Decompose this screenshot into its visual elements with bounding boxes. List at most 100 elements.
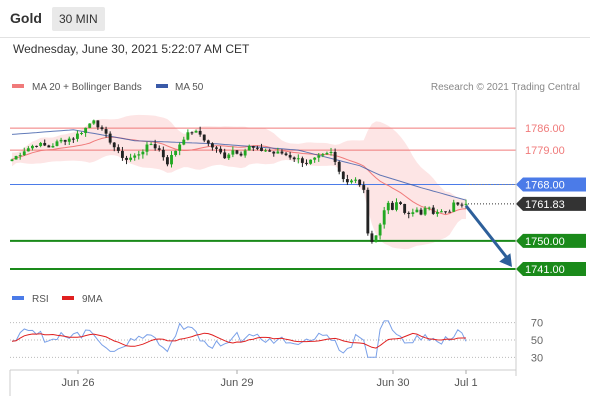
rsi-legend-swatch (12, 296, 24, 300)
pivot-label-box (516, 177, 586, 192)
candle-body (108, 133, 112, 143)
candle-body (284, 153, 288, 156)
candle-body (174, 150, 178, 155)
candle-body (84, 127, 88, 134)
candle-body (63, 139, 67, 142)
x-axis-label: Jul 1 (454, 377, 477, 389)
candle-body (296, 158, 300, 160)
candle-body (239, 153, 243, 156)
rsi-line (11, 320, 467, 358)
candle-body (161, 149, 165, 158)
candle-body (55, 141, 59, 146)
level-labels: 1786.00 1779.00 1768.00 1761.83 1750.00 1741.… (516, 123, 586, 277)
candle-body (292, 157, 296, 160)
candle-body (178, 144, 182, 151)
candle-body (399, 202, 402, 204)
resistance-label: 1786.00 (525, 123, 565, 135)
candle-body (427, 207, 431, 209)
candle-body (341, 171, 345, 180)
ma20-line (11, 136, 467, 216)
candle-body (190, 132, 194, 134)
rsi-ma-legend-swatch (62, 296, 74, 300)
candle-body (10, 159, 14, 162)
timeframe-button[interactable]: 30 MIN (52, 7, 105, 31)
candle-body (317, 155, 321, 158)
title-bar: Gold 30 MIN (0, 0, 590, 38)
candle-body (333, 151, 337, 162)
bollinger-band-area (12, 114, 466, 250)
rsi-level-label: 30 (531, 352, 543, 364)
forecast-arrow-line (464, 204, 510, 260)
candle-body (440, 211, 443, 213)
candle-body (145, 144, 149, 152)
candle-body (141, 151, 145, 155)
candle-body (464, 203, 468, 205)
current-label-box (516, 196, 586, 211)
candle-body (206, 140, 210, 144)
candle-body (170, 154, 173, 165)
candle-body (22, 151, 26, 156)
candle-body (272, 151, 276, 154)
moving-averages (11, 129, 467, 216)
rsi-ma-legend-label: 9MA (82, 294, 103, 305)
candle-body (313, 157, 317, 160)
candle-body (116, 147, 120, 151)
rsi-panel: 70 50 30 (10, 318, 543, 364)
rsi-level-label: 70 (531, 318, 543, 330)
candle-body (411, 212, 415, 214)
candle-body (35, 145, 38, 147)
x-axis: Jun 26 Jun 29 Jun 30 Jul 1 (61, 370, 478, 389)
candle-body (198, 130, 202, 135)
candle-body (390, 202, 394, 210)
candle-body (435, 211, 439, 214)
candle-body (129, 157, 133, 160)
instrument-name: Gold (10, 10, 42, 26)
ma50-legend-label: MA 50 (175, 82, 204, 93)
candle-body (121, 150, 124, 158)
candle-body (80, 133, 83, 135)
forecast-arrow-head (499, 253, 512, 268)
candle-body (247, 146, 251, 151)
candle-body (165, 157, 169, 165)
candle-body (255, 147, 259, 149)
candle-body (133, 155, 137, 158)
candle-body (374, 235, 378, 243)
candle-body (14, 156, 18, 160)
x-axis-label: Jun 30 (376, 377, 409, 389)
candle-body (337, 161, 341, 172)
support-label-box (516, 233, 586, 248)
candle-body (227, 154, 231, 159)
candle-body (31, 145, 34, 149)
support-label: 1750.00 (525, 236, 565, 248)
candle-body (96, 120, 100, 128)
candle-body (305, 162, 308, 164)
bollinger-band (12, 114, 466, 250)
candle-body (452, 202, 456, 212)
pivot-label: 1768.00 (525, 180, 565, 192)
candle-body (354, 179, 357, 181)
candle-body (18, 155, 22, 157)
candle-body (386, 202, 390, 211)
candle-body (235, 150, 239, 154)
candle-body (223, 152, 227, 159)
candle-body (423, 208, 427, 215)
chart-timestamp: Wednesday, June 30, 2021 5:22:07 AM CET (13, 42, 250, 56)
candle-body (370, 233, 374, 243)
candle-body (460, 204, 464, 206)
candle-body (194, 130, 198, 133)
credit-text: Research © 2021 Trading Central (431, 82, 580, 93)
candle-body (100, 127, 104, 130)
ma50-legend-swatch (156, 84, 168, 88)
candle-body (276, 151, 280, 154)
candle-body (92, 120, 96, 124)
candle-body (182, 139, 186, 145)
candle-body (288, 155, 292, 158)
rsi-ma-line (11, 332, 466, 349)
candle-body (231, 150, 235, 155)
candle-body (268, 150, 272, 152)
candle-body (219, 148, 223, 153)
candle-body (59, 139, 63, 142)
x-axis-label: Jun 29 (220, 377, 253, 389)
candle-body (456, 202, 460, 205)
